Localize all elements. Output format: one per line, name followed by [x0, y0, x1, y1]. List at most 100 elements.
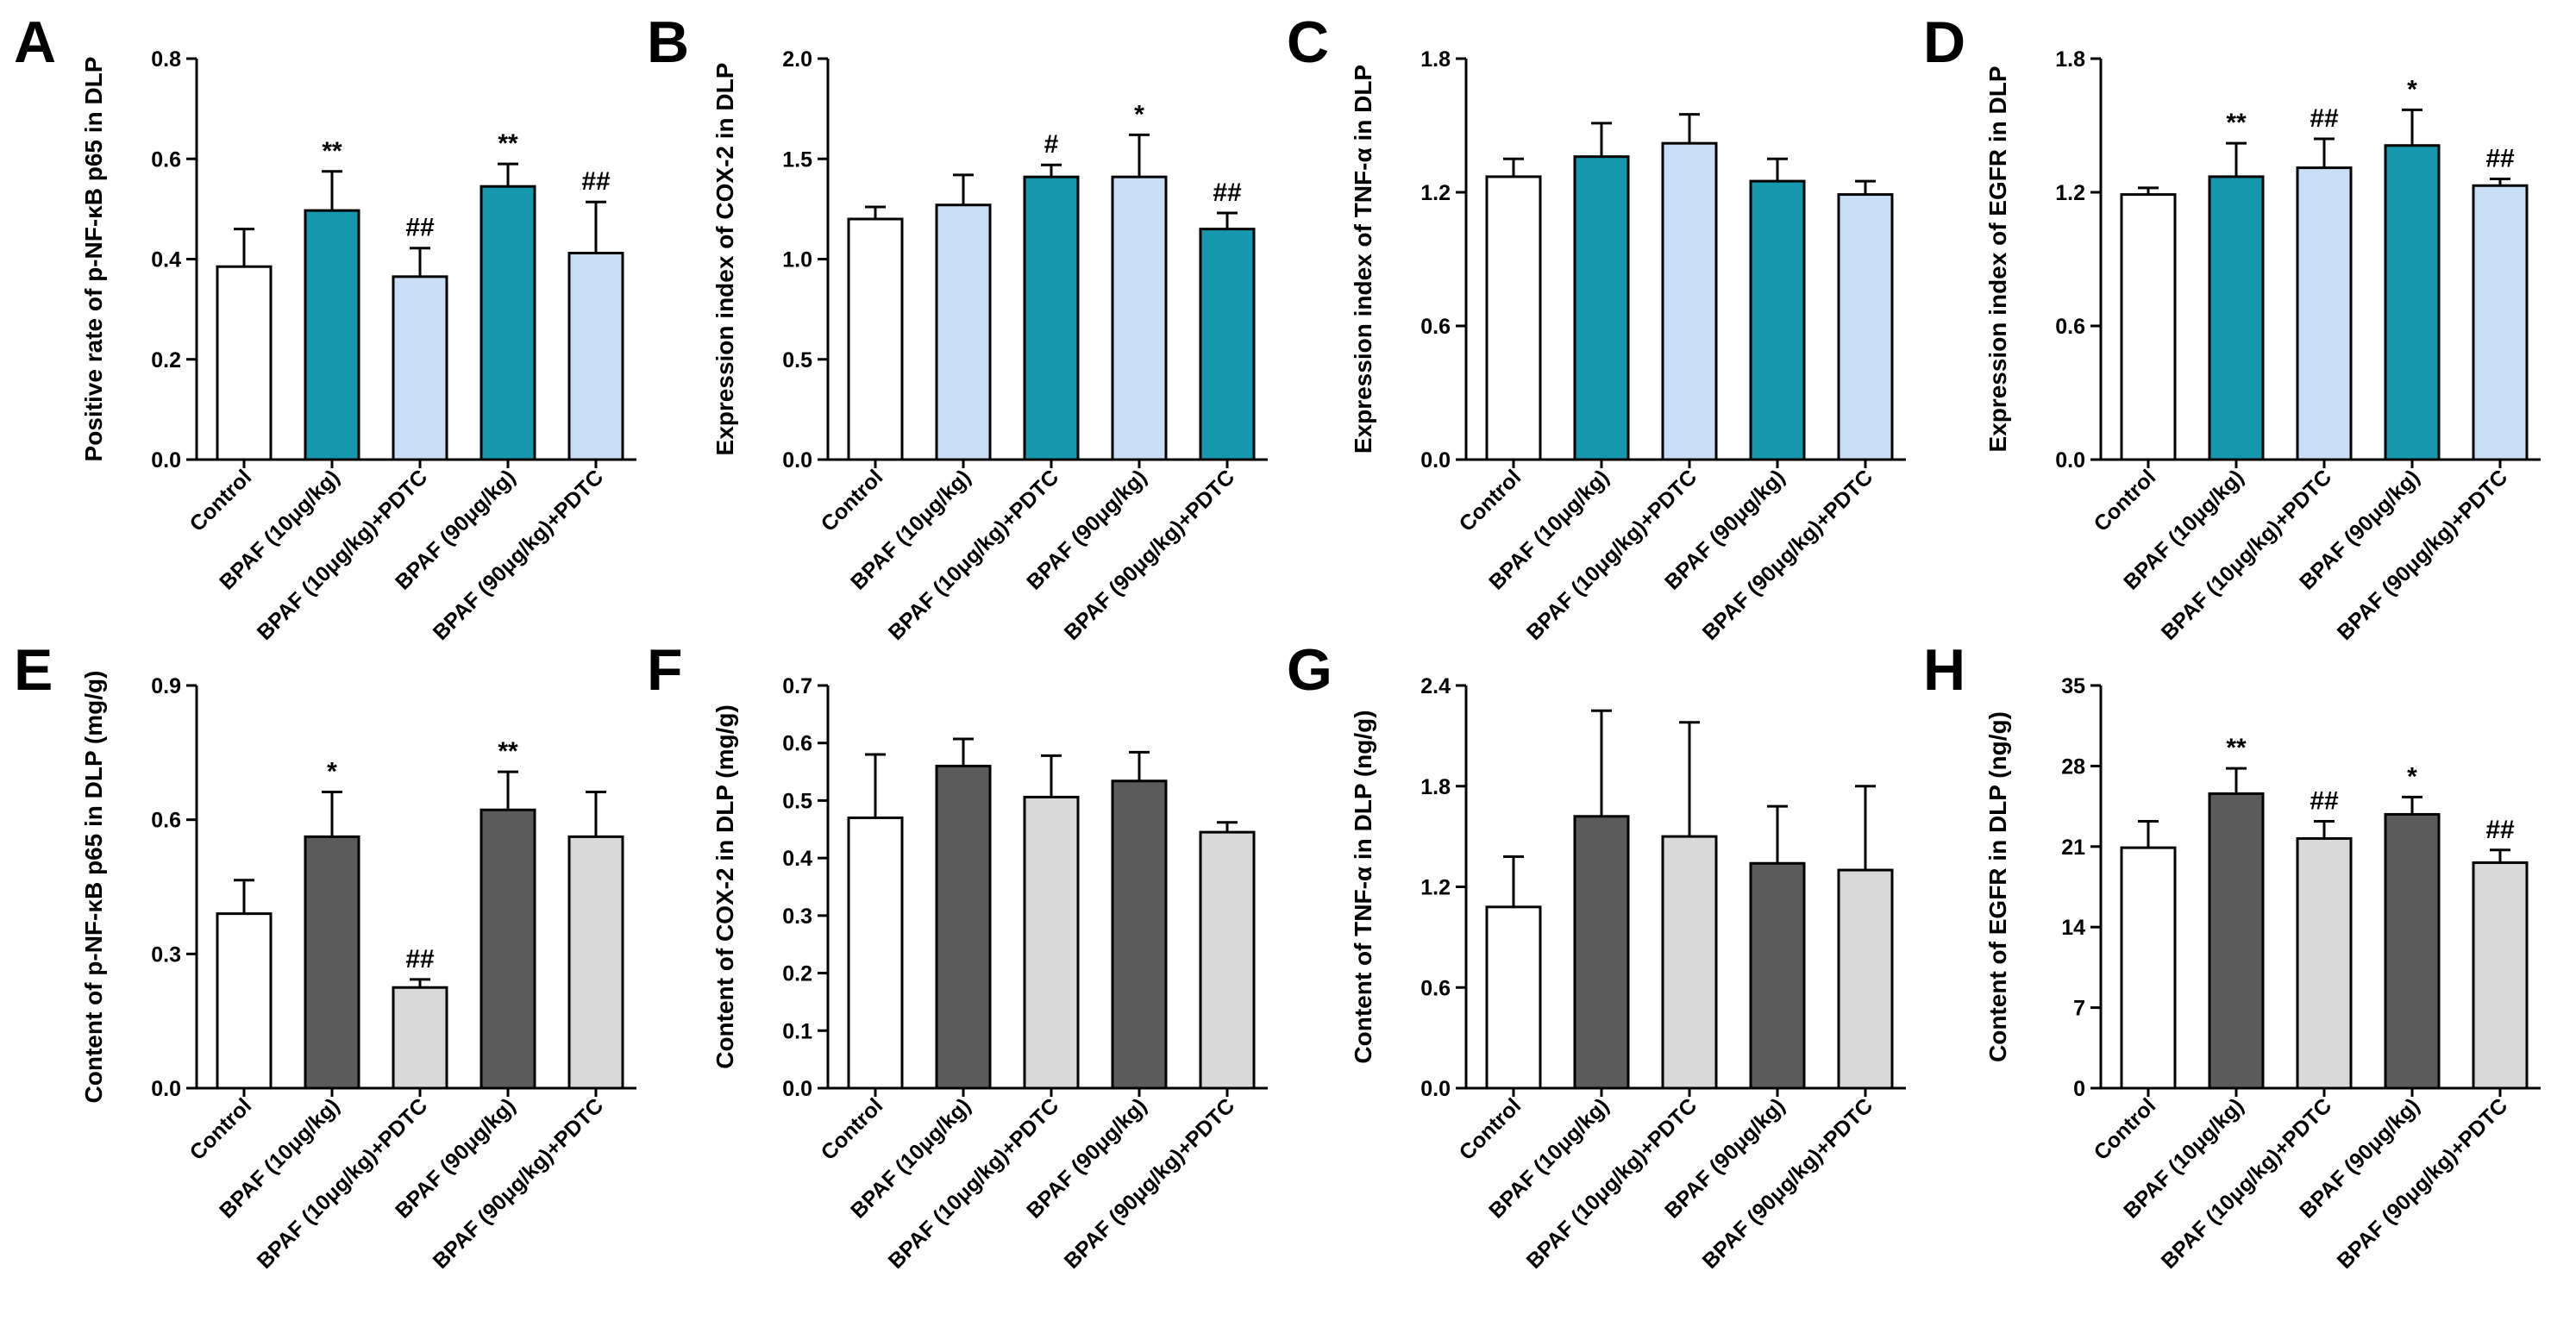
panel-b-y-tick-label: 2.0: [782, 47, 812, 72]
panel-h-letter: H: [1923, 637, 1965, 703]
panel-a-category-label: BPAF (90μg/kg)+PDTC: [429, 465, 609, 645]
panel-d-significance-mark: **: [2226, 109, 2247, 137]
panel-b-category-label: Control: [817, 465, 888, 536]
panel-b-significance-mark: *: [1134, 100, 1144, 128]
panel-f: F Content of COX-2 in DLP (mg/g) 0.0 0.1 0.2…: [647, 637, 1268, 1274]
panel-c-y-axis-title: Expression index of TNF-α in DLP: [1350, 65, 1376, 454]
panel-e: E Content of p-NF-κB p65 in DLP (mg/g) 0.0…: [14, 637, 636, 1274]
panel-a-y-tick-label: 0.2: [151, 348, 181, 372]
panel-f-y-tick-label: 0.2: [782, 962, 812, 986]
panel-c-y-tick-label: 1.8: [1420, 47, 1451, 72]
panel-d-category-label: BPAF (10μg/kg)+PDTC: [2157, 465, 2337, 645]
panel-c-bar: [1837, 193, 1894, 461]
panel-a-bar: [304, 209, 360, 461]
panel-h-bar: [2296, 836, 2353, 1090]
panel-a-y-axis-title: Positive rate of p-NF-κB p65 in DLP: [80, 57, 107, 462]
panel-g-y-axis-title: Content of TNF-α in DLP (ng/g): [1350, 710, 1376, 1063]
panel-e-y-axis-title: Content of p-NF-κB p65 in DLP (mg/g): [80, 671, 107, 1104]
panel-g-bar: [1573, 815, 1630, 1090]
panel-f-bar: [935, 764, 992, 1090]
panel-c-bar: [1749, 179, 1806, 461]
panel-a-y-tick-label: 0.4: [151, 248, 181, 272]
panel-g-bar: [1661, 835, 1718, 1090]
panel-f-y-tick-label: 0.3: [782, 904, 812, 929]
panel-b-bar: [1111, 175, 1168, 461]
panel-d: D Expression index of EGFR in DLP 0.0 0.6 1.…: [1923, 9, 2541, 645]
panel-h-category-label: Control: [2090, 1093, 2161, 1165]
panel-a-significance-mark: **: [498, 129, 518, 158]
panel-b-y-tick-label: 0.0: [782, 448, 812, 473]
panel-h-y-tick-label: 0: [2073, 1077, 2085, 1101]
panel-b-y-axis-title: Expression index of COX-2 in DLP: [711, 63, 738, 456]
panel-b-y-tick-label: 0.5: [782, 348, 812, 372]
panel-d-letter: D: [1923, 9, 1965, 75]
panel-d-y-axis-title: Expression index of EGFR in DLP: [1984, 66, 2011, 452]
panel-e-category-label: Control: [185, 1093, 257, 1165]
panel-f-y-tick-label: 0.1: [782, 1019, 812, 1043]
panel-f-bar: [1111, 779, 1168, 1090]
panel-e-category-label: BPAF (90μg/kg)+PDTC: [429, 1093, 609, 1274]
panel-g: G Content of TNF-α in DLP (ng/g) 0.0 0.6 1.2…: [1287, 637, 1906, 1274]
panel-e-y-tick-label: 0.3: [151, 942, 181, 967]
panel-g-category-label: Control: [1455, 1093, 1526, 1165]
panel-d-bar: [2472, 184, 2529, 461]
panel-a-letter: A: [14, 9, 56, 75]
panel-g-category-label: BPAF (90μg/kg)+PDTC: [1698, 1093, 1878, 1274]
panel-a-bar: [567, 252, 624, 461]
panel-g-y-tick-label: 0.0: [1420, 1077, 1451, 1101]
panel-d-category-label: BPAF (90μg/kg)+PDTC: [2333, 465, 2513, 645]
panel-a-category-label: Control: [185, 465, 257, 536]
panel-e-significance-mark: *: [327, 757, 337, 786]
panel-e-bar: [304, 835, 360, 1090]
panel-a-bar: [479, 185, 536, 461]
panel-b-bar: [1023, 175, 1080, 461]
panel-e-bar: [479, 808, 536, 1090]
panel-f-category-label: BPAF (90μg/kg)+PDTC: [1060, 1093, 1240, 1274]
panel-e-y-tick-label: 0.9: [151, 674, 181, 698]
panel-g-bar: [1837, 868, 1894, 1090]
panel-h-y-tick-label: 21: [2061, 836, 2085, 860]
panel-e-significance-mark: **: [498, 737, 518, 766]
panel-a-significance-mark: ##: [581, 167, 611, 196]
panel-f-bar: [1199, 830, 1256, 1090]
panel-h-y-tick-label: 35: [2061, 674, 2085, 698]
panel-h-category-label: BPAF (90μg/kg)+PDTC: [2333, 1093, 2513, 1274]
panel-b-bar: [1199, 228, 1256, 461]
panel-b-category-label: BPAF (10μg/kg)+PDTC: [884, 465, 1064, 645]
panel-f-category-label: BPAF (10μg/kg)+PDTC: [884, 1093, 1064, 1274]
panel-g-bar: [1749, 861, 1806, 1090]
panel-h-category-label: BPAF (10μg/kg)+PDTC: [2157, 1093, 2337, 1274]
panel-c-bar: [1661, 141, 1718, 461]
panel-h-bar: [2384, 812, 2441, 1090]
panel-d-bar: [2120, 193, 2177, 461]
panel-f-y-tick-label: 0.6: [782, 732, 812, 756]
panel-f-y-tick-label: 0.7: [782, 674, 812, 698]
panel-h-significance-mark: *: [2407, 762, 2417, 791]
panel-d-significance-mark: ##: [2310, 104, 2339, 133]
panel-b-significance-mark: ##: [1213, 178, 1242, 207]
panel-c-category-label: BPAF (10μg/kg)+PDTC: [1522, 465, 1702, 645]
panel-d-y-tick-label: 0.0: [2055, 448, 2085, 473]
panel-b-category-label: BPAF (90μg/kg)+PDTC: [1060, 465, 1240, 645]
panel-a-category-label: BPAF (10μg/kg)+PDTC: [253, 465, 433, 645]
panel-e-bar: [567, 835, 624, 1090]
panel-a: A Positive rate of p-NF-κB p65 in DLP 0.0 0…: [14, 9, 636, 645]
panel-f-y-tick-label: 0.5: [782, 789, 812, 813]
panel-g-letter: G: [1287, 637, 1332, 703]
panel-h-y-axis-title: Content of EGFR in DLP (ng/g): [1984, 711, 2011, 1062]
panel-e-significance-mark: ##: [405, 945, 435, 973]
panel-a-y-tick-label: 0.6: [151, 147, 181, 172]
panel-g-bar: [1485, 905, 1542, 1090]
panel-f-y-tick-label: 0.0: [782, 1077, 812, 1101]
panel-h: H Content of EGFR in DLP (ng/g) 0 7 14 21 28 35…: [1923, 637, 2541, 1274]
panel-c-y-tick-label: 1.2: [1420, 181, 1451, 205]
panel-c-category-label: Control: [1455, 465, 1526, 536]
panel-g-y-tick-label: 1.8: [1420, 775, 1451, 799]
panel-f-bar: [847, 816, 904, 1090]
panel-e-category-label: BPAF (10μg/kg)+PDTC: [253, 1093, 433, 1274]
panel-h-y-tick-label: 7: [2073, 997, 2085, 1021]
panel-f-y-axis-title: Content of COX-2 in DLP (mg/g): [711, 704, 738, 1069]
panel-c-y-tick-label: 0.6: [1420, 315, 1451, 339]
panel-c-y-tick-label: 0.0: [1420, 448, 1451, 473]
panel-a-significance-mark: **: [322, 137, 342, 166]
